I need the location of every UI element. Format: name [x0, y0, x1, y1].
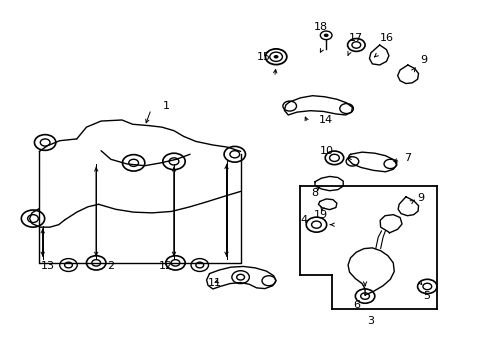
- Text: 18: 18: [313, 22, 327, 32]
- Text: 2: 2: [107, 261, 114, 271]
- Text: 8: 8: [311, 188, 318, 198]
- Text: 9: 9: [416, 193, 423, 203]
- Text: 4: 4: [300, 215, 307, 225]
- Text: 1: 1: [163, 101, 170, 111]
- Text: 12: 12: [158, 261, 172, 271]
- Circle shape: [323, 33, 328, 37]
- Text: 17: 17: [348, 33, 363, 43]
- Text: 15: 15: [256, 52, 270, 62]
- Text: 11: 11: [208, 278, 222, 288]
- Text: 14: 14: [319, 115, 332, 125]
- Text: 9: 9: [419, 55, 426, 65]
- Text: 19: 19: [314, 210, 328, 220]
- Text: 13: 13: [41, 261, 55, 271]
- Text: 7: 7: [403, 153, 410, 163]
- Circle shape: [273, 55, 278, 59]
- Text: 5: 5: [423, 291, 429, 301]
- Text: 6: 6: [352, 300, 359, 310]
- Text: 16: 16: [379, 33, 393, 43]
- Text: 3: 3: [366, 316, 374, 326]
- Text: 10: 10: [320, 147, 333, 157]
